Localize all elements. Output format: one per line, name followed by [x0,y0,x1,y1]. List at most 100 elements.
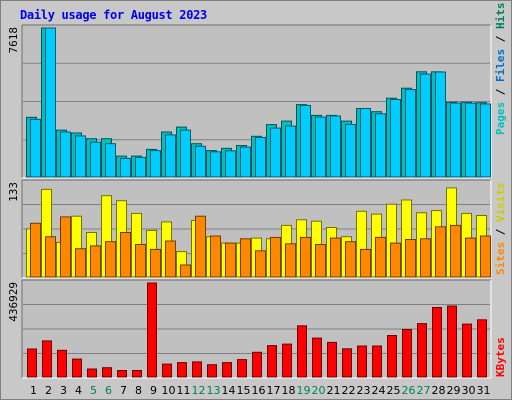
bar-files-day-11 [180,129,191,178]
bar-kbytes-day-10 [162,363,172,378]
day-label-30: 30 [462,384,476,397]
day-label-18: 18 [282,384,296,397]
day-label-5: 5 [90,384,97,397]
day-label-23: 23 [357,384,371,397]
bar-sites-day-21 [330,237,341,278]
bar-files-day-19 [300,104,311,178]
bar-sites-day-17 [270,236,281,278]
bar-sites-day-22 [345,241,356,278]
bar-sites-day-7 [120,232,131,278]
day-label-7: 7 [120,384,127,397]
bar-sites-day-9 [150,248,161,278]
bar-kbytes-day-14 [222,362,232,378]
day-label-21: 21 [327,384,341,397]
day-label-29: 29 [447,384,461,397]
bar-sites-day-5 [90,245,101,278]
bar-kbytes-day-7 [117,370,127,378]
bar-kbytes-day-28 [432,307,442,378]
bar-sites-day-24 [375,236,386,278]
bar-kbytes-day-25 [387,335,397,378]
legend-pages-files-hits: Pages / Files / Hits [494,3,507,136]
bar-files-day-22 [345,123,356,178]
day-label-22: 22 [342,384,356,397]
bar-sites-day-18 [285,243,296,278]
day-label-19: 19 [297,384,311,397]
bar-kbytes-day-31 [477,319,487,378]
bar-sites-day-29 [450,224,461,278]
bar-kbytes-day-13 [207,364,217,378]
legend-kbytes: KBytes [494,337,507,377]
bar-sites-day-28 [435,226,446,278]
day-label-1: 1 [30,384,37,397]
bar-kbytes-day-20 [312,337,322,378]
bar-sites-day-8 [135,244,146,278]
bar-files-day-14 [225,150,236,178]
chart-title: Daily usage for August 2023 [20,8,207,22]
bar-kbytes-day-22 [342,348,352,378]
bar-sites-day-19 [300,236,311,278]
day-label-16: 16 [252,384,266,397]
bar-files-day-29 [450,102,461,178]
day-label-8: 8 [135,384,142,397]
bar-kbytes-day-24 [372,345,382,378]
day-label-2: 2 [45,384,52,397]
bar-files-day-18 [285,125,296,178]
bar-kbytes-day-26 [402,329,412,378]
bar-kbytes-day-27 [417,323,427,378]
bar-files-day-15 [240,146,251,178]
panel-hits_files: 7618 [7,24,492,179]
bar-files-day-24 [375,113,386,178]
day-label-24: 24 [372,384,386,397]
bar-files-day-30 [465,102,476,178]
bar-files-day-21 [330,115,341,178]
day-label-17: 17 [267,384,281,397]
bar-kbytes-day-21 [327,341,337,378]
bar-files-day-4 [75,135,86,178]
bar-sites-day-26 [405,239,416,278]
bar-files-day-10 [165,134,176,178]
bar-sites-day-16 [255,250,266,278]
day-label-3: 3 [60,384,67,397]
bar-kbytes-day-5 [87,368,97,378]
bar-files-day-5 [90,141,101,178]
bar-sites-day-12 [195,215,206,278]
bar-sites-day-25 [390,242,401,278]
bar-sites-day-27 [420,238,431,278]
day-label-20: 20 [312,384,326,397]
bar-sites-day-30 [465,237,476,278]
panel-kbytes: 436929 [7,279,492,379]
bar-kbytes-day-17 [267,345,277,378]
bar-kbytes-day-1 [27,348,37,378]
bar-sites-day-13 [210,235,221,278]
day-label-9: 9 [150,384,157,397]
day-label-13: 13 [207,384,221,397]
bar-kbytes-day-9 [147,282,157,378]
bar-sites-day-14 [225,242,236,278]
panel-visits_sites-max-label: 133 [7,182,20,202]
bar-kbytes-day-4 [72,358,82,378]
bar-sites-day-3 [60,216,71,278]
day-label-10: 10 [162,384,176,397]
panel-visits_sites: 133 [7,179,492,279]
bar-files-day-25 [390,99,401,178]
bar-sites-day-10 [165,240,176,278]
bar-files-day-2 [45,27,56,178]
day-label-11: 11 [177,384,191,397]
bar-files-day-12 [195,145,206,178]
day-label-12: 12 [192,384,206,397]
bar-files-day-16 [255,137,266,178]
bar-files-day-20 [315,116,326,178]
bar-sites-day-15 [240,238,251,278]
day-label-15: 15 [237,384,251,397]
bar-sites-day-6 [105,241,116,278]
bar-kbytes-day-30 [462,323,472,378]
bar-sites-day-31 [480,235,491,278]
bar-files-day-26 [405,89,416,178]
bar-files-day-28 [435,71,446,178]
bar-kbytes-day-3 [57,349,67,378]
bar-files-day-1 [30,118,41,178]
bar-kbytes-day-8 [132,370,142,378]
day-label-31: 31 [477,384,491,397]
day-label-25: 25 [387,384,401,397]
bar-kbytes-day-18 [282,343,292,378]
